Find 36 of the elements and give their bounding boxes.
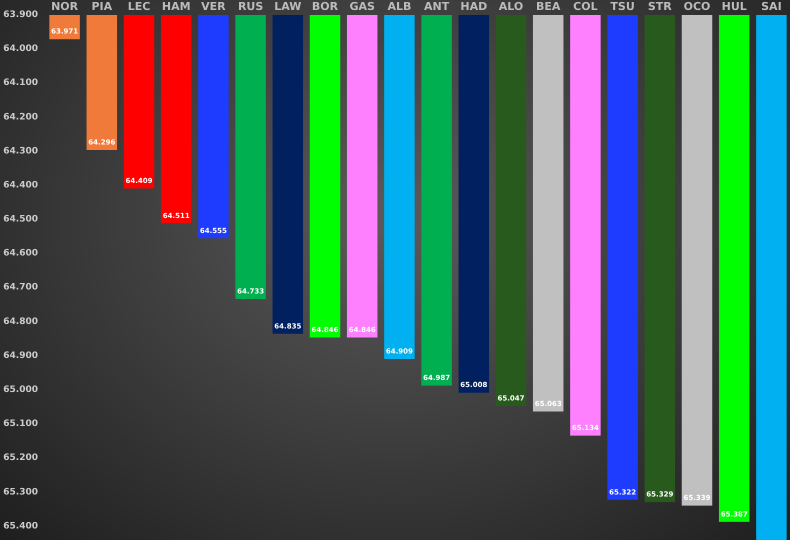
y-tick-label: 63.900 bbox=[3, 10, 38, 20]
x-tick-label: GAS bbox=[349, 0, 376, 13]
x-tick-label: LAW bbox=[274, 0, 302, 13]
y-tick-label: 64.300 bbox=[3, 146, 38, 156]
x-tick-label: ALO bbox=[498, 0, 524, 13]
y-tick-label: 64.500 bbox=[3, 214, 38, 225]
x-tick-label: STR bbox=[648, 0, 672, 13]
y-tick-label: 65.000 bbox=[3, 385, 38, 395]
y-tick-label: 64.000 bbox=[3, 44, 38, 54]
y-tick-label: 64.900 bbox=[3, 350, 38, 361]
y-tick-label: 64.100 bbox=[3, 78, 38, 88]
y-tick-label: 65.400 bbox=[3, 521, 38, 532]
y-tick-label: 65.300 bbox=[3, 487, 38, 498]
y-tick-label: 65.200 bbox=[3, 453, 38, 464]
x-tick-label: PIA bbox=[91, 0, 113, 13]
y-tick-label: 64.700 bbox=[3, 282, 38, 293]
x-tick-label: SAI bbox=[761, 0, 782, 13]
x-tick-label: COL bbox=[573, 0, 598, 13]
x-tick-label: BOR bbox=[312, 0, 339, 13]
x-tick-label: OCO bbox=[684, 0, 710, 13]
y-tick-label: 65.100 bbox=[3, 419, 38, 430]
x-tick-label: VER bbox=[201, 0, 226, 13]
y-tick-label: 64.200 bbox=[3, 112, 38, 122]
x-tick-label: ANT bbox=[424, 0, 450, 13]
y-tick-label: 64.600 bbox=[3, 248, 38, 259]
y-tick-label: 64.400 bbox=[3, 180, 38, 190]
x-tick-label: LEC bbox=[128, 0, 150, 13]
x-tick-label: HAM bbox=[162, 0, 191, 13]
x-tick-label: TSU bbox=[610, 0, 635, 13]
y-tick-label: 64.800 bbox=[3, 316, 38, 327]
x-tick-label: RUS bbox=[238, 0, 264, 13]
x-tick-label: NOR bbox=[51, 0, 79, 13]
x-tick-label: ALB bbox=[387, 0, 412, 13]
x-tick-label: HAD bbox=[460, 0, 488, 13]
x-tick-label: BEA bbox=[536, 0, 561, 13]
x-tick-label: HUL bbox=[722, 0, 747, 13]
